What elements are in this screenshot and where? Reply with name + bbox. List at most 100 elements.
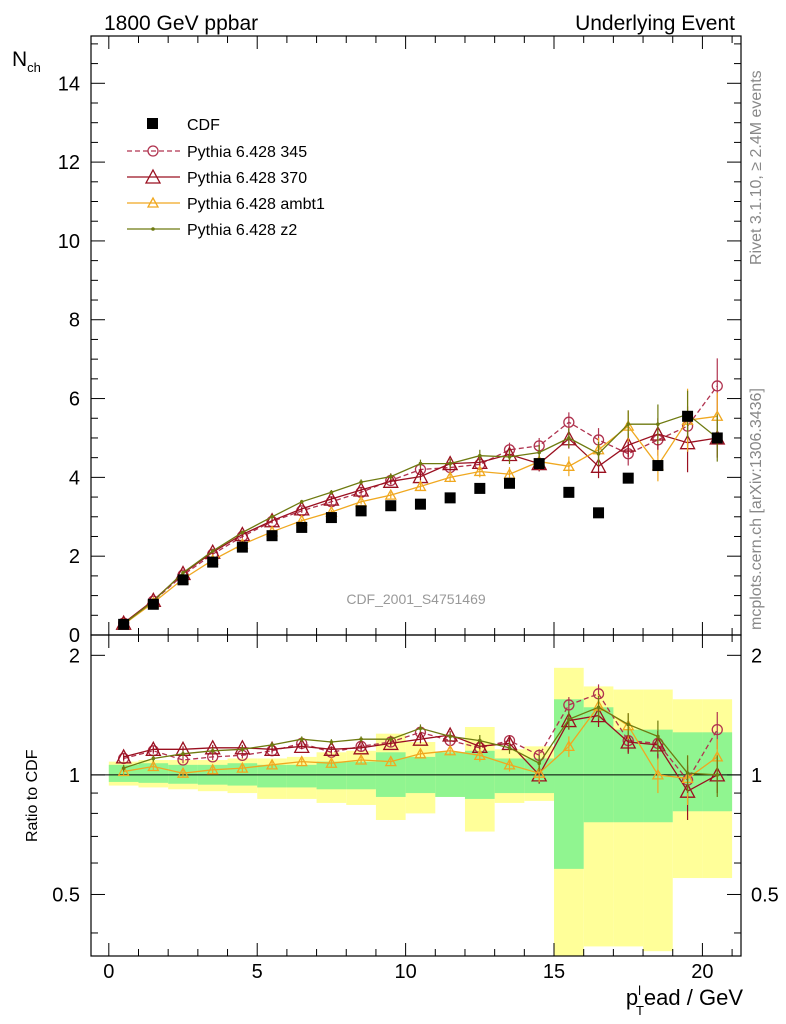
legend-label-z2: Pythia 6.428 z2 [187, 222, 297, 239]
ratio-point-z2 [329, 740, 334, 744]
header-right: Underlying Event [575, 12, 735, 35]
ratio-point-p370 [263, 740, 281, 756]
data-point-z2 [329, 490, 334, 495]
x-tick-label: 15 [543, 961, 565, 983]
ratio-point-ambt1 [295, 755, 308, 767]
ratio-point-z2 [121, 766, 126, 770]
data-point-cdf [266, 530, 278, 542]
data-point-cdf [444, 492, 456, 504]
ratio-point-p370 [620, 733, 637, 749]
ratio-point-ambt1 [533, 766, 546, 778]
data-point-cdf [355, 505, 367, 517]
ratio-point-p370 [442, 726, 459, 742]
analysis-watermark: CDF_2001_S4751469 [346, 591, 486, 607]
data-point-z2 [478, 453, 482, 458]
data-point-cdf [474, 482, 486, 494]
data-point-cdf [711, 432, 723, 444]
legend-marker-345 [147, 145, 159, 157]
ratio-point-p370 [590, 707, 607, 723]
data-point-p370 [620, 436, 637, 452]
ratio-point-z2 [626, 722, 631, 727]
data-point-cdf [593, 507, 605, 519]
data-point-z2 [299, 500, 304, 504]
legend-marker-ambt1 [146, 196, 160, 208]
ratio-point-ambt1 [325, 756, 338, 768]
ratio-point-ambt1 [354, 753, 368, 765]
y-tick-label: 6 [69, 389, 80, 411]
ratio-point-ambt1 [147, 760, 160, 772]
ratio-point-z2 [181, 752, 185, 756]
y-tick-label: 12 [58, 152, 80, 174]
ratio-band-inner [346, 761, 376, 790]
data-point-cdf [503, 477, 515, 489]
x-axis-label-p: p [626, 985, 638, 1010]
ratio-y-tick-label: 0.5 [52, 884, 80, 906]
ratio-point-z2 [151, 756, 156, 761]
data-point-z2 [448, 461, 452, 466]
ratio-y-tick-label-right: 1 [751, 765, 762, 787]
ratio-y-tick-label: 1 [69, 765, 80, 787]
x-tick-label: 10 [394, 961, 416, 983]
legend-label-370: Pythia 6.428 370 [187, 170, 307, 187]
data-point-p370 [323, 490, 340, 506]
data-point-ambt1 [414, 480, 427, 492]
ratio-y-tick-label-right: 0.5 [751, 884, 779, 906]
data-point-ambt1 [562, 459, 575, 471]
x-axis-label-rest: ead / GeV [644, 985, 743, 1010]
data-point-p345 [711, 380, 723, 392]
ratio-point-ambt1 [236, 761, 249, 773]
data-point-p370 [382, 472, 399, 488]
data-point-cdf [533, 458, 545, 470]
ratio-point-p370 [382, 735, 399, 751]
legend: CDF Pythia 6.428 345 Pythia 6.428 370 Py… [127, 117, 325, 239]
x-tick-label: 20 [691, 961, 713, 983]
ratio-point-z2 [685, 771, 690, 775]
ratio-point-p370 [145, 740, 162, 756]
ratio-point-z2 [715, 773, 720, 777]
data-point-cdf [325, 512, 337, 524]
ratio-point-z2 [537, 761, 541, 766]
ratio-frame [90, 634, 742, 957]
main-ylabel: Nch [12, 48, 41, 75]
ratio-point-p370 [293, 737, 310, 753]
ratio-point-z2 [270, 743, 274, 747]
data-point-cdf [385, 500, 397, 512]
data-point-cdf [622, 472, 634, 484]
y-tick-label: 4 [69, 467, 80, 489]
ratio-point-z2 [478, 738, 482, 743]
data-point-z2 [210, 549, 215, 553]
ratio-point-z2 [656, 734, 660, 739]
main-ylabel-base: N [12, 48, 27, 71]
data-point-ambt1 [473, 465, 486, 477]
data-point-z2 [626, 422, 631, 426]
ratio-y-tick-label: 2 [69, 645, 80, 667]
ratio-point-ambt1 [444, 744, 457, 756]
ratio-point-p345 [711, 723, 723, 736]
data-point-cdf [563, 486, 575, 498]
ratio-point-z2 [388, 737, 393, 741]
ratio-point-z2 [359, 737, 363, 741]
legend-label-cdf: CDF [187, 117, 220, 134]
ratio-point-z2 [567, 717, 571, 722]
y-tick-label: 8 [69, 310, 80, 332]
data-point-p370 [590, 457, 607, 473]
data-point-z2 [181, 570, 185, 575]
ratio-point-z2 [210, 748, 215, 753]
ratio-point-p345 [563, 699, 575, 711]
header-left: 1800 GeV ppbar [104, 12, 258, 35]
ratio-point-z2 [596, 705, 601, 710]
data-point-z2 [656, 422, 660, 426]
ratio-point-z2 [418, 726, 423, 731]
ratio-point-ambt1 [473, 749, 486, 760]
data-point-cdf [147, 598, 159, 610]
data-point-cdf [682, 410, 694, 422]
ratio-point-ambt1 [265, 758, 279, 770]
data-point-z2 [359, 480, 363, 484]
ratio-panel [91, 667, 741, 956]
legend-label-ambt1: Pythia 6.428 ambt1 [187, 196, 325, 213]
ratio-y-tick-label-right: 2 [751, 645, 762, 667]
x-axis-label-sup: l [638, 983, 641, 998]
data-point-cdf [207, 556, 219, 568]
y-tick-label: 10 [58, 231, 80, 253]
